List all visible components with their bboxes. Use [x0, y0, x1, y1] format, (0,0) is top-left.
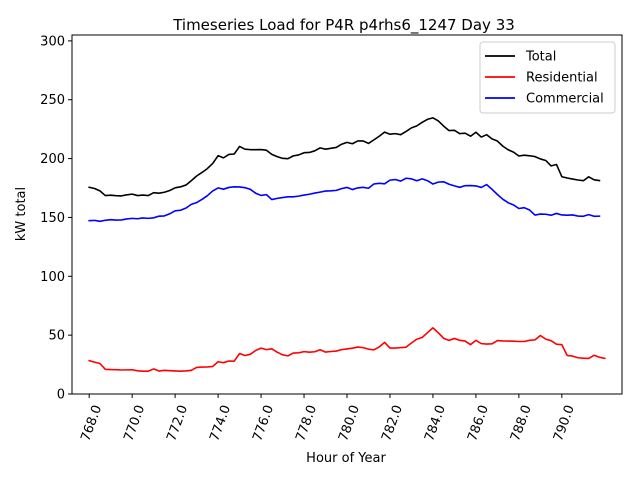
legend-frame	[479, 41, 616, 114]
y-tick-label: 150	[40, 211, 65, 226]
series-line-residential	[88, 327, 606, 372]
y-axis: 0 50 100 150 200 250 300	[40, 34, 72, 403]
legend-label-residential: Residential	[526, 71, 598, 86]
y-tick-label: 0	[57, 388, 65, 403]
x-axis-title: Hour of Year	[306, 451, 386, 466]
series-line-total	[88, 117, 601, 197]
plot-lines	[88, 117, 606, 372]
y-tick-label: 100	[40, 270, 65, 285]
legend: Total Residential Commercial	[479, 41, 616, 114]
y-tick-label: 200	[40, 152, 65, 167]
y-axis-title: kW total	[14, 187, 29, 241]
y-tick-label: 300	[40, 34, 65, 49]
y-tick-label: 50	[48, 329, 65, 344]
series-line-commercial	[88, 177, 601, 223]
legend-label-total: Total	[525, 50, 556, 65]
legend-label-commercial: Commercial	[526, 92, 604, 107]
chart-title: Timeseries Load for P4R p4rhs6_1247 Day …	[172, 16, 515, 35]
y-tick-label: 250	[40, 93, 65, 108]
